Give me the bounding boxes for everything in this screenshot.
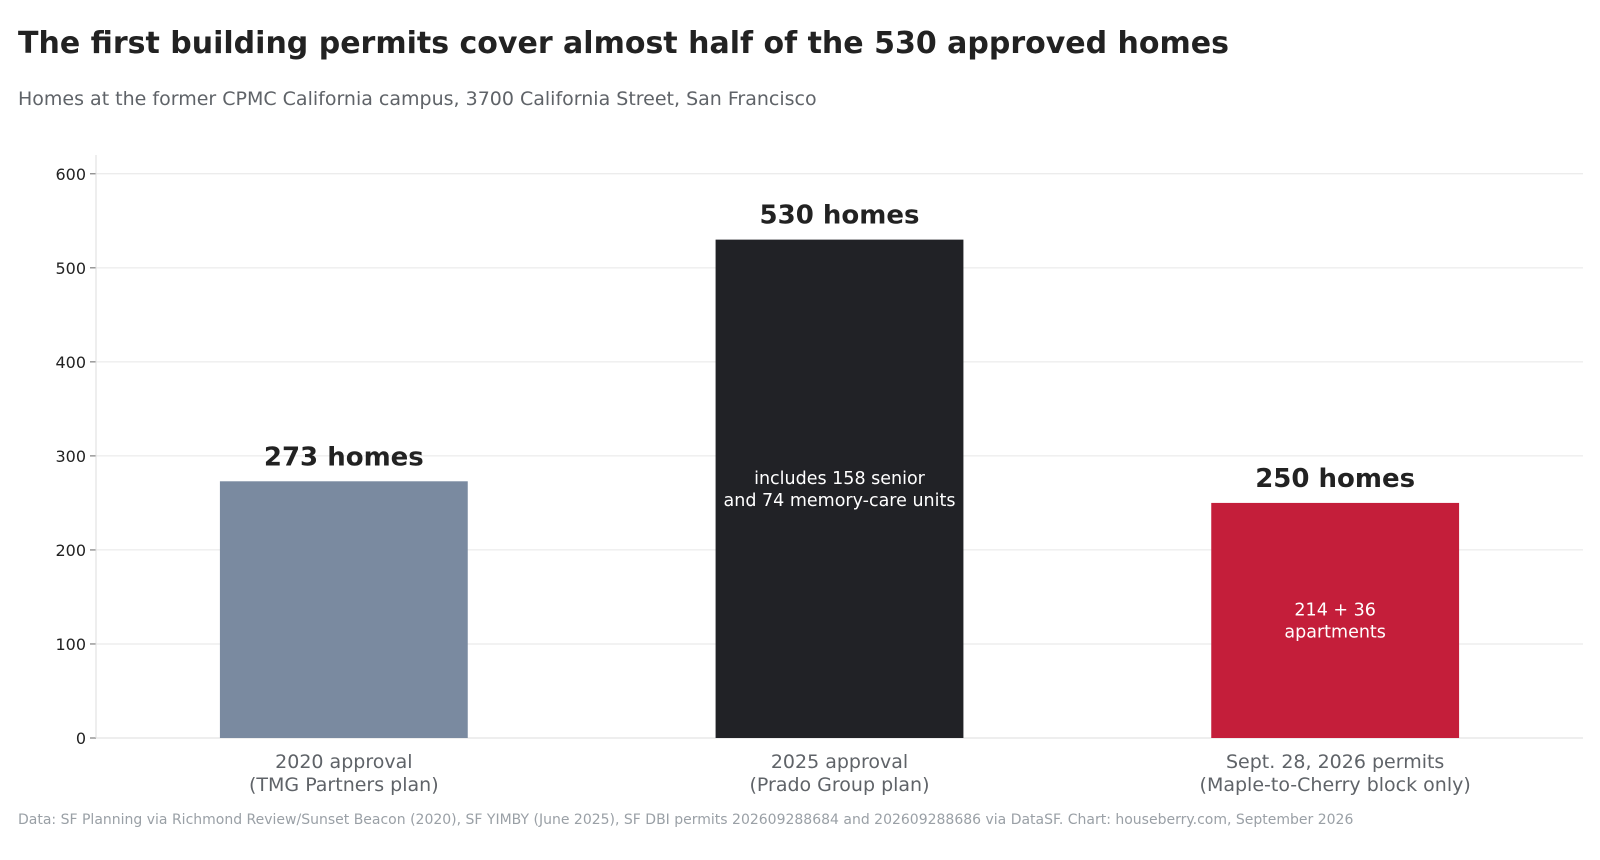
x-category-label: 2025 approval bbox=[771, 751, 908, 773]
chart-title: The first building permits cover almost … bbox=[18, 26, 1229, 61]
bar-inner-label: and 74 memory-care units bbox=[724, 491, 956, 511]
bar-value-label: 273 homes bbox=[264, 442, 424, 472]
y-tick-label: 100 bbox=[55, 635, 86, 654]
bar-inner-label: includes 158 senior bbox=[754, 469, 926, 489]
bar-inner-label: 214 + 36 bbox=[1294, 600, 1375, 620]
x-category-label: Sept. 28, 2026 permits bbox=[1226, 751, 1444, 773]
bar-value-label: 250 homes bbox=[1255, 464, 1415, 494]
x-category-label: (Maple-to-Cherry block only) bbox=[1200, 774, 1471, 796]
source-note: Data: SF Planning via Richmond Review/Su… bbox=[18, 812, 1354, 828]
bar bbox=[1211, 502, 1460, 738]
y-tick-label: 500 bbox=[55, 259, 86, 278]
y-tick-label: 600 bbox=[55, 165, 86, 184]
bar bbox=[219, 481, 468, 738]
y-tick-label: 200 bbox=[55, 541, 86, 560]
bar-inner-label: apartments bbox=[1284, 622, 1386, 642]
y-tick-label: 0 bbox=[76, 729, 86, 748]
y-tick-label: 300 bbox=[55, 447, 86, 466]
bar bbox=[715, 239, 964, 738]
x-category-label: 2020 approval bbox=[275, 751, 412, 773]
x-category-label: (TMG Partners plan) bbox=[249, 774, 439, 796]
chart-subtitle: Homes at the former CPMC California camp… bbox=[18, 88, 817, 110]
y-tick-label: 400 bbox=[55, 353, 86, 372]
bar-value-label: 530 homes bbox=[760, 201, 920, 231]
x-category-label: (Prado Group plan) bbox=[749, 774, 929, 796]
